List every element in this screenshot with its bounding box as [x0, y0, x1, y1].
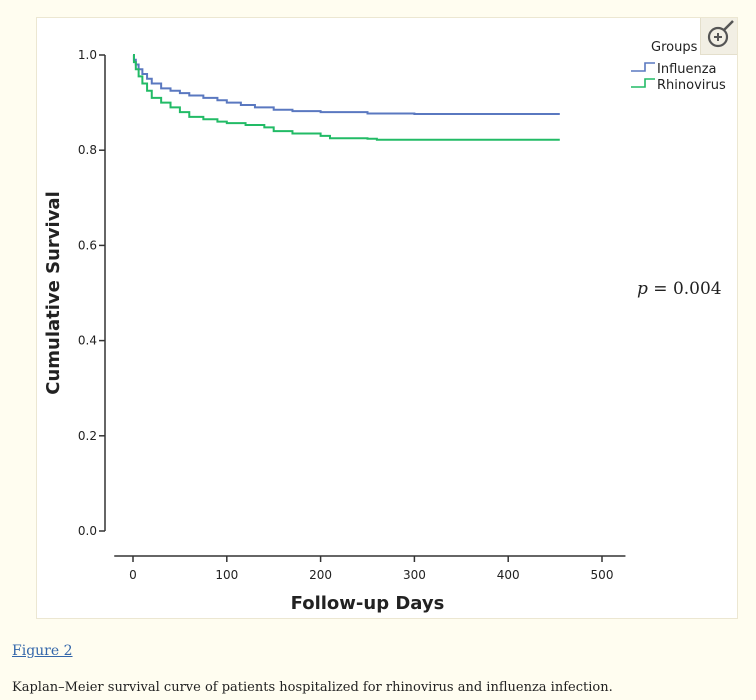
y-tick-label: 0.0: [78, 524, 97, 538]
x-tick-label: 100: [215, 568, 238, 582]
y-tick-label: 0.6: [78, 238, 97, 252]
legend-swatch-rhinovirus: [631, 78, 655, 88]
x-tick-label: 0: [129, 568, 137, 582]
x-axis-title: Follow-up Days: [291, 593, 445, 614]
series-line-influenza: [132, 54, 560, 116]
kaplan-meier-chart: 0.0 0.2 0.4 0.6 0.8 1.0 0 100 200 300 400 500 Follow…: [43, 40, 726, 614]
legend-label-influenza: Influenza: [657, 62, 717, 77]
x-tick-label: 200: [309, 568, 332, 582]
legend-label-rhinovirus: Rhinovirus: [657, 78, 726, 93]
zoom-in-button[interactable]: [700, 18, 737, 55]
series-line-rhinovirus: [132, 54, 560, 141]
y-axis-title: Cumulative Survival: [43, 191, 64, 395]
legend-title: Groups: [651, 40, 698, 55]
figure-panel: 0.0 0.2 0.4 0.6 0.8 1.0 0 100 200 300 400 500 Follow…: [36, 17, 738, 619]
p-value-annotation: p = 0.004: [637, 279, 722, 299]
y-tick-label: 0.2: [78, 429, 97, 443]
y-tick-label: 0.8: [78, 143, 97, 157]
p-symbol: p: [637, 279, 648, 299]
x-tick-label: 500: [591, 568, 614, 582]
p-value-text: = 0.004: [648, 279, 722, 299]
x-tick-label: 300: [403, 568, 426, 582]
zoom-in-icon: [707, 20, 734, 48]
y-tick-label: 1.0: [78, 48, 97, 62]
figure-caption: Kaplan–Meier survival curve of patients …: [12, 680, 613, 695]
y-tick-label: 0.4: [78, 334, 97, 348]
x-tick-label: 400: [497, 568, 520, 582]
legend-swatch-influenza: [631, 62, 655, 72]
figure-link[interactable]: Figure 2: [12, 643, 73, 659]
